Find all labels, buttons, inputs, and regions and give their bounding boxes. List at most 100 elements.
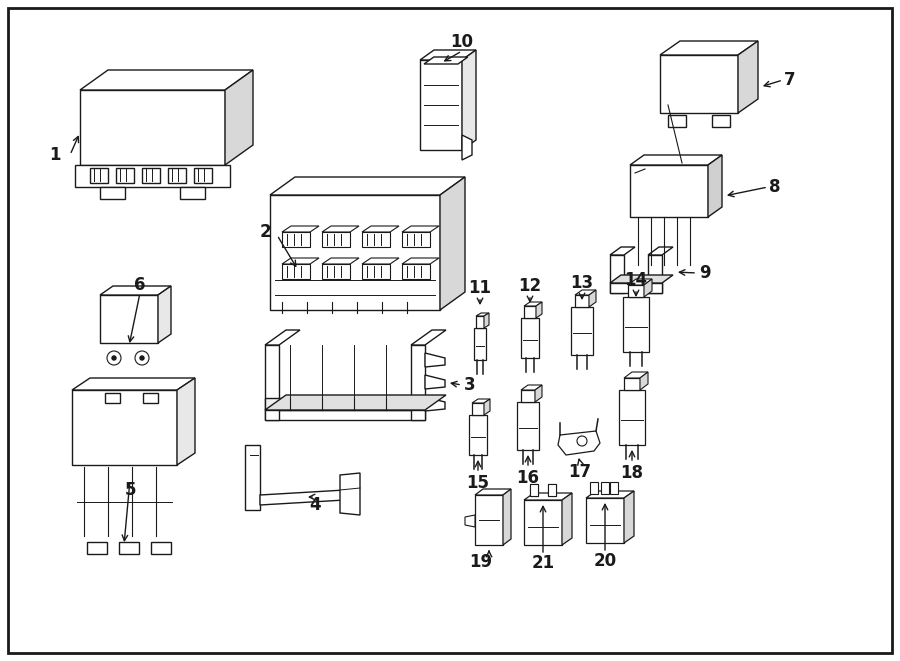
Polygon shape: [524, 500, 562, 545]
Polygon shape: [562, 493, 572, 545]
Text: 14: 14: [625, 271, 648, 289]
Polygon shape: [100, 295, 158, 343]
Polygon shape: [484, 399, 490, 415]
Polygon shape: [362, 258, 399, 264]
Polygon shape: [648, 247, 673, 255]
Polygon shape: [469, 415, 487, 455]
Polygon shape: [425, 353, 445, 367]
Circle shape: [140, 356, 144, 360]
Text: 17: 17: [569, 463, 591, 481]
Bar: [116, 168, 134, 183]
Polygon shape: [575, 290, 596, 295]
Text: 7: 7: [784, 71, 796, 89]
Polygon shape: [424, 57, 468, 64]
Polygon shape: [586, 498, 624, 543]
Text: 2: 2: [259, 223, 271, 241]
Polygon shape: [420, 60, 462, 150]
Bar: [142, 168, 160, 183]
Polygon shape: [575, 295, 589, 307]
Bar: [194, 168, 212, 183]
Polygon shape: [465, 515, 475, 527]
Polygon shape: [411, 345, 425, 420]
Polygon shape: [282, 258, 319, 264]
Text: 10: 10: [451, 33, 473, 51]
Text: 18: 18: [620, 464, 643, 482]
Text: 3: 3: [464, 376, 476, 394]
Text: 19: 19: [470, 553, 492, 571]
Bar: [530, 484, 538, 496]
Text: 11: 11: [469, 279, 491, 297]
Polygon shape: [624, 372, 648, 378]
Polygon shape: [630, 155, 722, 165]
Polygon shape: [648, 255, 662, 293]
Polygon shape: [475, 489, 511, 495]
Polygon shape: [524, 306, 536, 318]
Polygon shape: [521, 318, 539, 358]
Polygon shape: [362, 226, 399, 232]
Bar: [87, 542, 107, 554]
Polygon shape: [484, 313, 489, 328]
Polygon shape: [610, 255, 624, 293]
Text: 13: 13: [571, 274, 594, 292]
Text: 8: 8: [770, 178, 781, 196]
Polygon shape: [558, 431, 600, 455]
Polygon shape: [265, 345, 279, 420]
Polygon shape: [411, 330, 446, 345]
Polygon shape: [265, 395, 446, 410]
Polygon shape: [80, 70, 253, 90]
Text: 4: 4: [310, 496, 320, 514]
Polygon shape: [265, 410, 425, 420]
Polygon shape: [282, 232, 310, 247]
Bar: [548, 484, 556, 496]
Polygon shape: [177, 378, 195, 465]
Polygon shape: [660, 55, 738, 113]
Bar: [601, 482, 609, 494]
Polygon shape: [425, 397, 445, 411]
Polygon shape: [628, 279, 652, 285]
Polygon shape: [225, 70, 253, 165]
Polygon shape: [640, 372, 648, 390]
Text: 6: 6: [134, 276, 146, 294]
Polygon shape: [362, 232, 390, 247]
Bar: [590, 482, 598, 494]
Bar: [119, 542, 139, 554]
Polygon shape: [623, 297, 649, 352]
Polygon shape: [610, 283, 662, 293]
Polygon shape: [462, 135, 472, 160]
Polygon shape: [472, 399, 490, 403]
Polygon shape: [476, 313, 489, 316]
Polygon shape: [322, 258, 359, 264]
Text: 12: 12: [518, 277, 542, 295]
Text: 16: 16: [517, 469, 539, 487]
Polygon shape: [536, 302, 542, 318]
Bar: [105, 393, 120, 403]
Polygon shape: [322, 226, 359, 232]
Polygon shape: [521, 390, 535, 402]
Polygon shape: [586, 491, 634, 498]
Bar: [548, 484, 556, 496]
Polygon shape: [260, 490, 345, 505]
Polygon shape: [610, 247, 635, 255]
Polygon shape: [472, 403, 484, 415]
Polygon shape: [738, 41, 758, 113]
Polygon shape: [270, 177, 465, 195]
Bar: [75, 165, 230, 187]
Circle shape: [112, 356, 116, 360]
Polygon shape: [524, 493, 572, 500]
Polygon shape: [619, 390, 645, 445]
Polygon shape: [270, 195, 440, 310]
Polygon shape: [402, 226, 439, 232]
Polygon shape: [517, 402, 539, 450]
Polygon shape: [402, 232, 430, 247]
Polygon shape: [524, 302, 542, 306]
Polygon shape: [624, 378, 640, 390]
Text: 20: 20: [593, 552, 616, 570]
Bar: [168, 168, 186, 183]
Text: 5: 5: [124, 481, 136, 499]
Polygon shape: [630, 165, 708, 217]
Polygon shape: [628, 285, 644, 297]
Polygon shape: [72, 378, 195, 390]
Text: 21: 21: [531, 554, 554, 572]
Polygon shape: [265, 398, 425, 410]
Polygon shape: [644, 279, 652, 297]
